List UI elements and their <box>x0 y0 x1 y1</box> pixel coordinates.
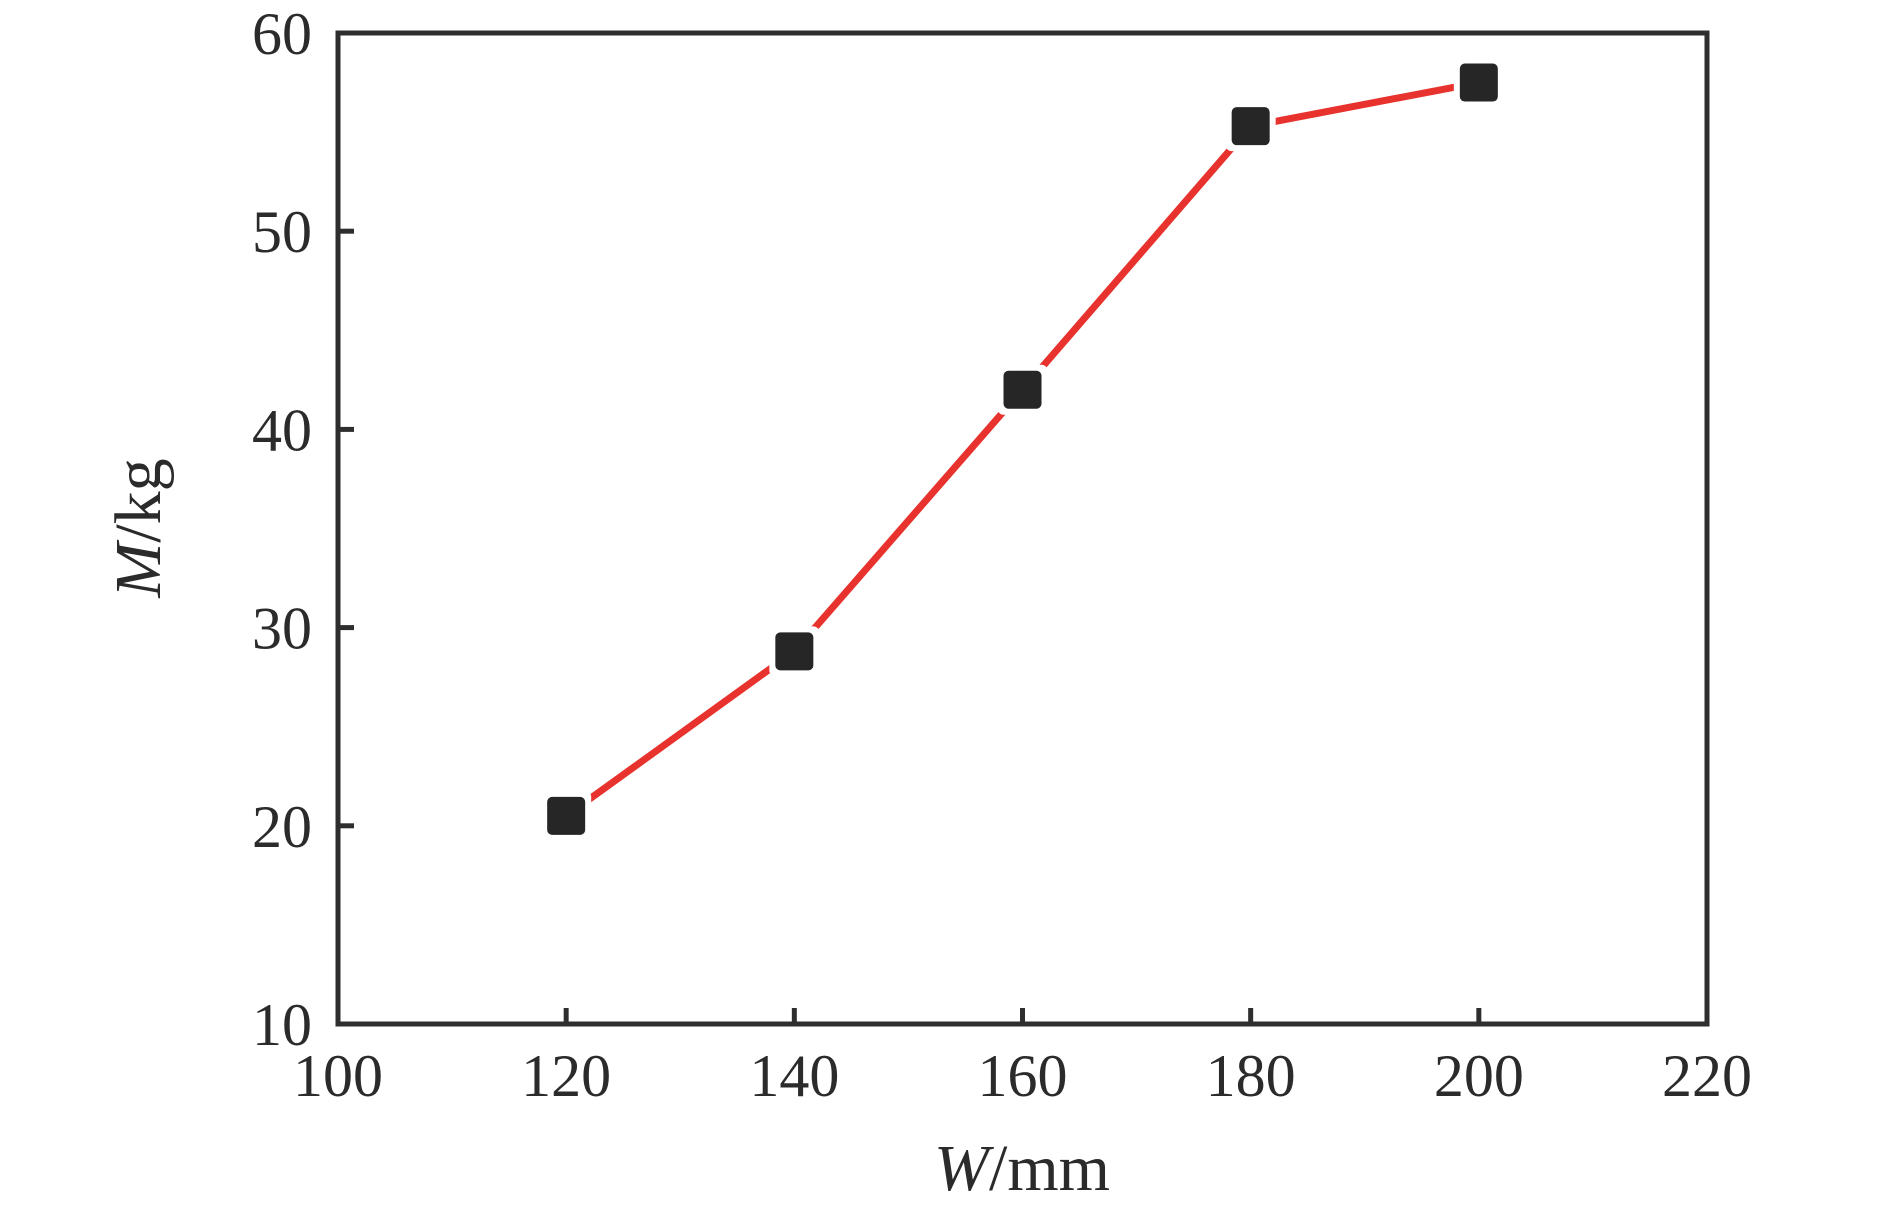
x-tick-label: 200 <box>1434 1043 1524 1109</box>
x-tick-label: 220 <box>1662 1043 1752 1109</box>
y-tick-label: 40 <box>252 397 312 463</box>
y-axis-label: M/kg <box>102 458 175 598</box>
x-tick-label: 140 <box>749 1043 839 1109</box>
y-tick-label: 10 <box>252 992 312 1058</box>
x-tick-label: 100 <box>293 1043 383 1109</box>
y-tick-label: 60 <box>252 1 312 67</box>
x-axis-unit: /mm <box>989 1132 1110 1205</box>
y-axis-symbol: M <box>102 539 175 599</box>
series-line <box>564 79 1480 819</box>
data-point-marker <box>1459 63 1498 102</box>
y-tick-label: 20 <box>252 794 312 860</box>
y-tick-label: 50 <box>252 199 312 265</box>
data-point-marker <box>1003 370 1042 409</box>
plot-frame <box>335 30 1710 1027</box>
data-point-marker <box>1231 107 1270 146</box>
y-axis-unit: /kg <box>102 458 175 542</box>
data-point-marker <box>547 796 586 835</box>
x-axis-label: W/mm <box>934 1132 1110 1205</box>
x-tick-label: 180 <box>1206 1043 1296 1109</box>
data-point-marker <box>775 632 814 671</box>
x-axis-symbol: W <box>934 1132 994 1205</box>
x-tick-label: 120 <box>521 1043 611 1109</box>
plot-area: 100 120 140 160 180 200 220 10 20 30 40 50 60 <box>252 1 1752 1109</box>
x-tick-label: 160 <box>978 1043 1068 1109</box>
y-tick-label: 30 <box>252 596 312 662</box>
